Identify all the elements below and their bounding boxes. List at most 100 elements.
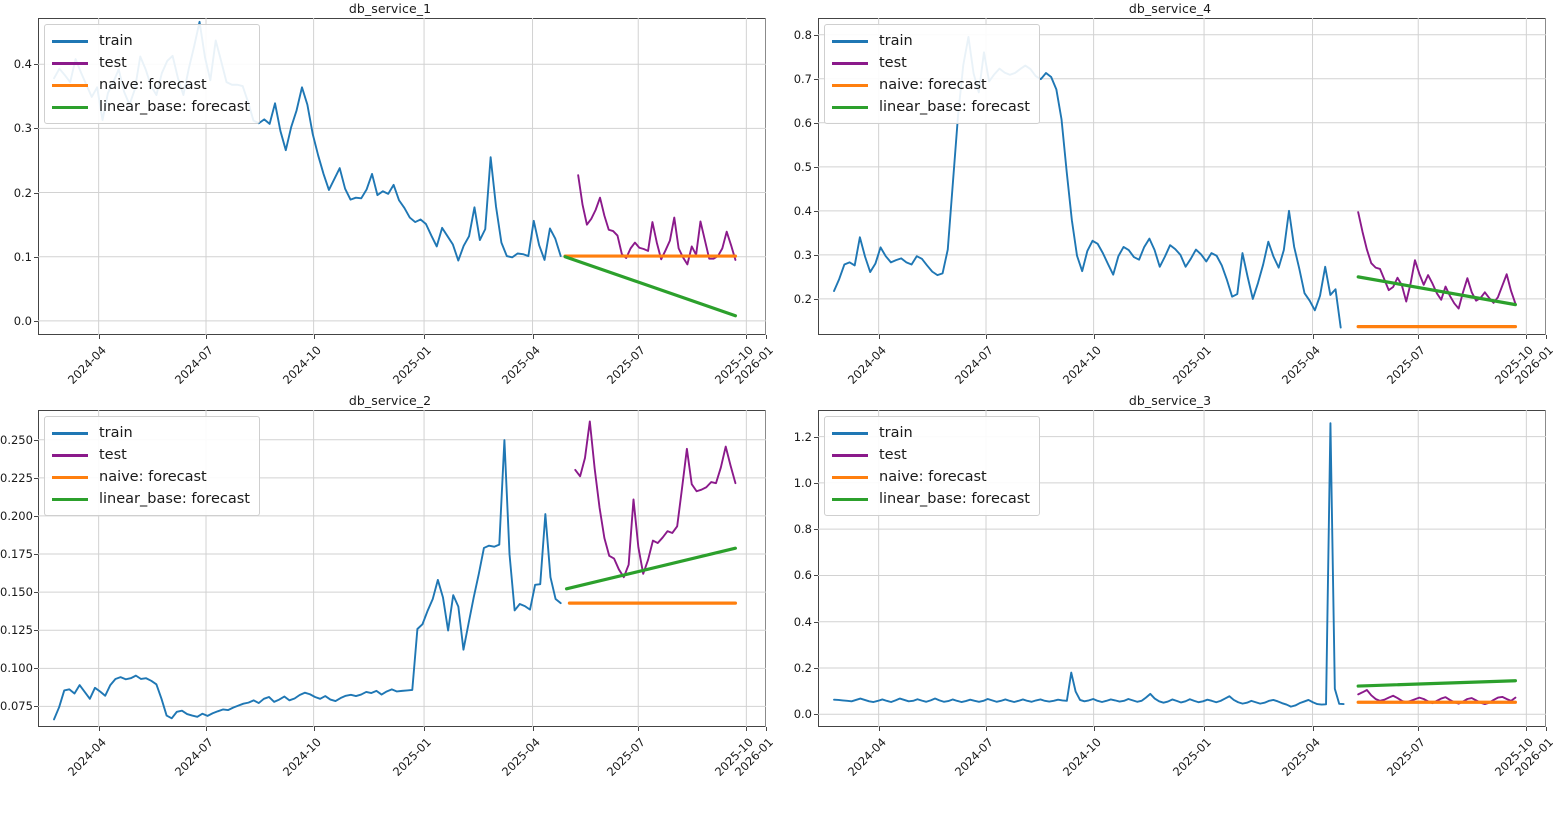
x-tick-label: 2024-04 — [844, 735, 889, 779]
series-line-test — [574, 420, 737, 579]
y-tick-mark — [34, 706, 38, 708]
y-tick-label: 0.0 — [13, 313, 32, 328]
legend-label: test — [879, 54, 907, 71]
y-tick-label: 0.1 — [13, 249, 32, 264]
x-tick-mark — [1546, 727, 1547, 731]
legend-swatch-linear_base-icon — [52, 497, 88, 501]
x-tick-mark — [1093, 727, 1095, 731]
x-tick-mark — [1418, 335, 1420, 339]
legend-item-naiveforecast[interactable]: naive: forecast — [52, 466, 250, 488]
y-tick-mark — [814, 34, 818, 36]
y-tick-mark — [814, 122, 818, 124]
x-tick-mark — [313, 727, 315, 731]
legend-item-linear_baseforecast[interactable]: linear_base: forecast — [832, 488, 1030, 510]
x-tick-mark — [206, 727, 208, 731]
legend-item-naiveforecast[interactable]: naive: forecast — [52, 74, 250, 96]
legend-label: naive: forecast — [99, 76, 207, 93]
y-tick-mark — [814, 298, 818, 300]
x-tick-mark — [1526, 335, 1528, 339]
x-tick-mark — [1204, 727, 1206, 731]
y-tick-mark — [34, 64, 38, 66]
legend-item-linear_baseforecast[interactable]: linear_base: forecast — [832, 96, 1030, 118]
y-tick-label: 0.225 — [0, 470, 33, 485]
legend-label: naive: forecast — [879, 468, 987, 485]
series-line-linear_baseforecast — [563, 255, 738, 318]
y-tick-mark — [34, 256, 38, 258]
y-tick-mark — [814, 436, 818, 438]
x-tick-label: 2024-07 — [952, 735, 996, 779]
legend-label: linear_base: forecast — [879, 98, 1030, 115]
y-tick-mark — [814, 575, 818, 577]
legend-item-linear_baseforecast[interactable]: linear_base: forecast — [52, 96, 250, 118]
y-tick-mark — [814, 210, 818, 212]
y-tick-mark — [34, 592, 38, 594]
y-tick-label: 0.6 — [793, 115, 812, 130]
x-tick-mark — [766, 727, 767, 731]
legend-item-test[interactable]: test — [832, 52, 1030, 74]
y-tick-label: 0.4 — [13, 57, 32, 72]
legend-item-test[interactable]: test — [52, 444, 250, 466]
y-tick-mark — [814, 621, 818, 623]
x-tick-mark — [424, 727, 426, 731]
x-tick-mark — [1546, 335, 1547, 339]
series-line-linear_baseforecast — [1356, 679, 1518, 688]
legend-label: test — [99, 54, 127, 71]
legend[interactable]: train test naive: forecast linear_base: for… — [824, 416, 1040, 516]
y-tick-mark — [814, 529, 818, 531]
chart-panel-db_service_1: db_service_1 0.0 0.1 0.2 0.3 0.4 2024-04 2024-0… — [0, 0, 780, 392]
legend-label: linear_base: forecast — [99, 490, 250, 507]
y-tick-label: 1.0 — [793, 475, 812, 490]
series-line-train — [833, 422, 1345, 708]
x-tick-label: 2025-07 — [604, 735, 649, 779]
x-tick-mark — [746, 335, 748, 339]
y-tick-mark — [34, 668, 38, 670]
legend-item-train[interactable]: train — [832, 30, 1030, 52]
x-tick-label: 2024-10 — [1059, 735, 1104, 779]
y-tick-label: 0.0 — [793, 707, 812, 722]
chart-panel-db_service_3: db_service_3 0.0 0.2 0.4 0.6 0.8 1.0 1.2 2024-04… — [780, 392, 1560, 784]
legend-swatch-linear_base-icon — [52, 105, 88, 109]
y-tick-label: 0.200 — [0, 508, 33, 523]
y-tick-mark — [814, 254, 818, 256]
legend-item-test[interactable]: test — [52, 52, 250, 74]
legend[interactable]: train test naive: forecast linear_base: for… — [44, 416, 260, 516]
legend-swatch-train-icon — [832, 39, 868, 43]
x-tick-mark — [1093, 335, 1095, 339]
legend[interactable]: train test naive: forecast linear_base: for… — [824, 24, 1040, 124]
y-tick-label: 0.2 — [793, 291, 812, 306]
y-tick-label: 0.075 — [0, 699, 33, 714]
x-tick-label: 2025-01 — [390, 735, 434, 779]
y-tick-label: 0.2 — [13, 185, 32, 200]
y-tick-label: 0.6 — [793, 568, 812, 583]
legend-item-naiveforecast[interactable]: naive: forecast — [832, 466, 1030, 488]
x-tick-mark — [206, 335, 208, 339]
panel-title: db_service_1 — [348, 1, 432, 16]
legend-label: naive: forecast — [99, 468, 207, 485]
x-tick-mark — [424, 335, 426, 339]
series-line-train — [53, 439, 562, 721]
legend-item-linear_baseforecast[interactable]: linear_base: forecast — [52, 488, 250, 510]
legend-label: test — [99, 446, 127, 463]
chart-panel-db_service_2: db_service_2 0.075 0.100 0.125 0.150 0.175 0.2… — [0, 392, 780, 784]
legend-label: train — [99, 424, 133, 441]
legend-label: linear_base: forecast — [879, 490, 1030, 507]
legend-item-test[interactable]: test — [832, 444, 1030, 466]
legend-item-naiveforecast[interactable]: naive: forecast — [832, 74, 1030, 96]
series-line-test — [1357, 211, 1517, 310]
chart-panel-db_service_4: db_service_4 0.2 0.3 0.4 0.5 0.6 0.7 0.8 2024-04… — [780, 0, 1560, 392]
y-tick-mark — [814, 482, 818, 484]
legend-item-train[interactable]: train — [52, 30, 250, 52]
legend-item-train[interactable]: train — [832, 422, 1030, 444]
y-tick-mark — [34, 477, 38, 479]
y-tick-mark — [34, 320, 38, 322]
x-tick-mark — [638, 335, 640, 339]
legend-item-train[interactable]: train — [52, 422, 250, 444]
series-line-test — [577, 174, 737, 266]
legend-label: train — [99, 32, 133, 49]
x-tick-label: 2024-07 — [172, 735, 216, 779]
series-line-train — [833, 35, 1342, 329]
legend-label: test — [879, 446, 907, 463]
y-tick-label: 0.150 — [0, 585, 33, 600]
legend[interactable]: train test naive: forecast linear_base: for… — [44, 24, 260, 124]
y-tick-label: 0.8 — [793, 522, 812, 537]
